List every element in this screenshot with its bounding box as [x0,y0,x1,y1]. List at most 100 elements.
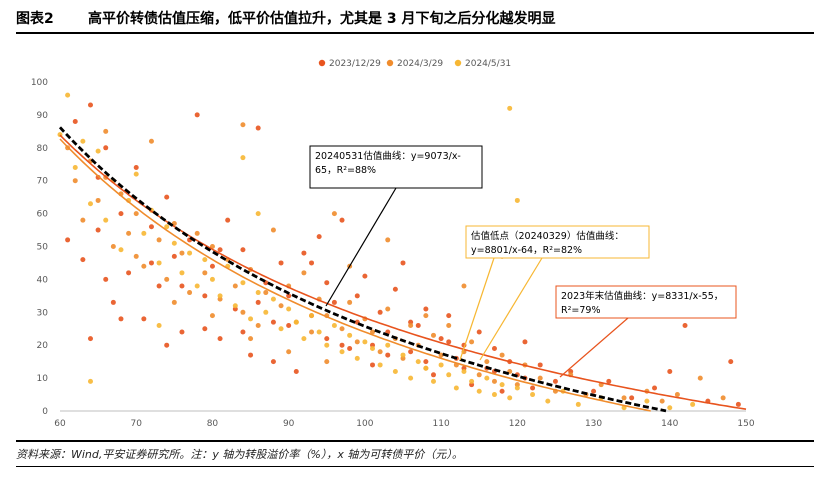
data-point [331,299,337,305]
data-point [697,375,703,381]
legend-marker [454,59,462,67]
legend-marker [318,59,326,67]
data-point [499,352,505,358]
data-point [652,385,658,391]
data-point [682,322,688,328]
data-point [156,237,162,243]
data-point [728,359,734,365]
y-tick-label: 70 [37,177,49,187]
data-point [171,240,177,246]
data-point [270,227,276,233]
data-point [194,112,200,118]
data-point [278,326,284,332]
data-point [240,247,246,253]
data-point [133,253,139,259]
data-point [179,270,185,276]
data-point [187,250,193,256]
data-point [156,260,162,266]
y-tick-label: 50 [37,243,49,253]
data-point [80,138,86,144]
data-point [179,250,185,256]
data-point [324,359,330,365]
data-point [415,322,421,328]
x-tick-label: 150 [737,419,754,429]
axis-ticks: 60 70 80 90 100 110 120 130 140 150 0 10 20 30 40 50 60 7… [31,78,755,429]
x-tick-label: 110 [433,419,450,429]
data-point [240,155,246,161]
y-tick-label: 0 [42,407,48,417]
data-point [148,260,154,266]
data-point [179,329,185,335]
data-point [461,369,467,375]
annotation-text: 20240531估值曲线：y=9073/x- [315,150,461,162]
data-point [80,257,86,263]
legend-label: 2024/3/29 [397,59,443,69]
data-point [522,339,528,345]
data-point [324,336,330,342]
data-point [476,329,482,335]
data-point [446,372,452,378]
x-tick-label: 70 [130,419,142,429]
data-point [217,336,223,342]
data-point [240,280,246,286]
data-point [575,401,581,407]
fit-curve-2023-12-29 [59,134,747,410]
data-point [301,336,307,342]
scatter-chart: 2023/12/29 2024/3/29 2024/5/31 20240531估值曲… [31,59,755,429]
data-point [537,362,543,368]
annotation-text: 2023年末估值曲线：y=8331/x-55， [561,290,723,302]
data-point [461,283,467,289]
data-point [674,392,680,398]
data-point [255,299,261,305]
legend-label: 2024/5/31 [465,59,511,69]
data-point [255,290,261,296]
annotation-box [465,225,650,259]
data-point [202,257,208,263]
annotation-leader [459,257,495,361]
data-point [385,237,391,243]
x-tick-label: 80 [207,419,219,429]
chart-title: 高平价转债估值压缩，低平价估值拉升，尤其是 3 月下旬之后分化越发明显 [88,11,556,27]
data-point [316,329,322,335]
data-point [354,293,360,299]
annotation-leader [559,317,629,378]
data-point [110,299,116,305]
data-point [606,378,612,384]
data-point [331,211,337,217]
data-point [156,283,162,289]
data-point [476,388,482,394]
data-point [339,217,345,223]
data-point [309,329,315,335]
data-point [309,313,315,319]
data-point [438,352,444,358]
data-point [507,395,513,401]
data-point [331,322,337,328]
y-tick-label: 90 [37,111,49,121]
data-point [110,244,116,249]
data-point [339,326,345,332]
data-point [141,316,147,322]
annotation-text: 估值低点（20240329）估值曲线： [471,230,624,242]
data-point [179,283,185,289]
data-point [385,342,391,348]
source-note: 资料来源：Wind,平安证券研究所。注：y 轴为转股溢价率（%），x 轴为可转债… [16,440,814,462]
data-point [72,178,78,184]
data-point [240,309,246,315]
data-point [209,276,215,282]
data-point [126,230,132,236]
data-point [148,224,154,230]
data-point [118,211,124,217]
data-point [87,201,93,207]
legend-marker [386,59,394,67]
data-point [133,211,139,217]
data-point [339,349,345,355]
y-tick-label: 80 [37,144,49,154]
data-point [87,336,93,342]
data-point [171,299,177,305]
data-point [164,194,170,200]
data-point [347,332,353,338]
data-point [202,270,208,276]
data-point [133,171,139,177]
annotation-box [309,145,483,189]
data-point [255,125,261,131]
